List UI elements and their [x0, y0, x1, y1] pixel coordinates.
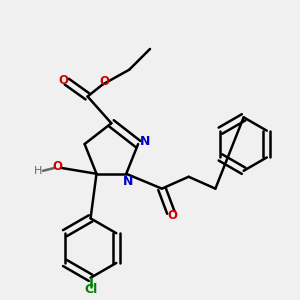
- Text: O: O: [167, 209, 177, 222]
- Text: O: O: [59, 74, 69, 87]
- Text: H: H: [34, 166, 43, 176]
- Text: O: O: [53, 160, 63, 173]
- Text: N: N: [140, 135, 151, 148]
- Text: O: O: [99, 75, 109, 88]
- Text: N: N: [122, 175, 133, 188]
- Text: Cl: Cl: [84, 283, 97, 296]
